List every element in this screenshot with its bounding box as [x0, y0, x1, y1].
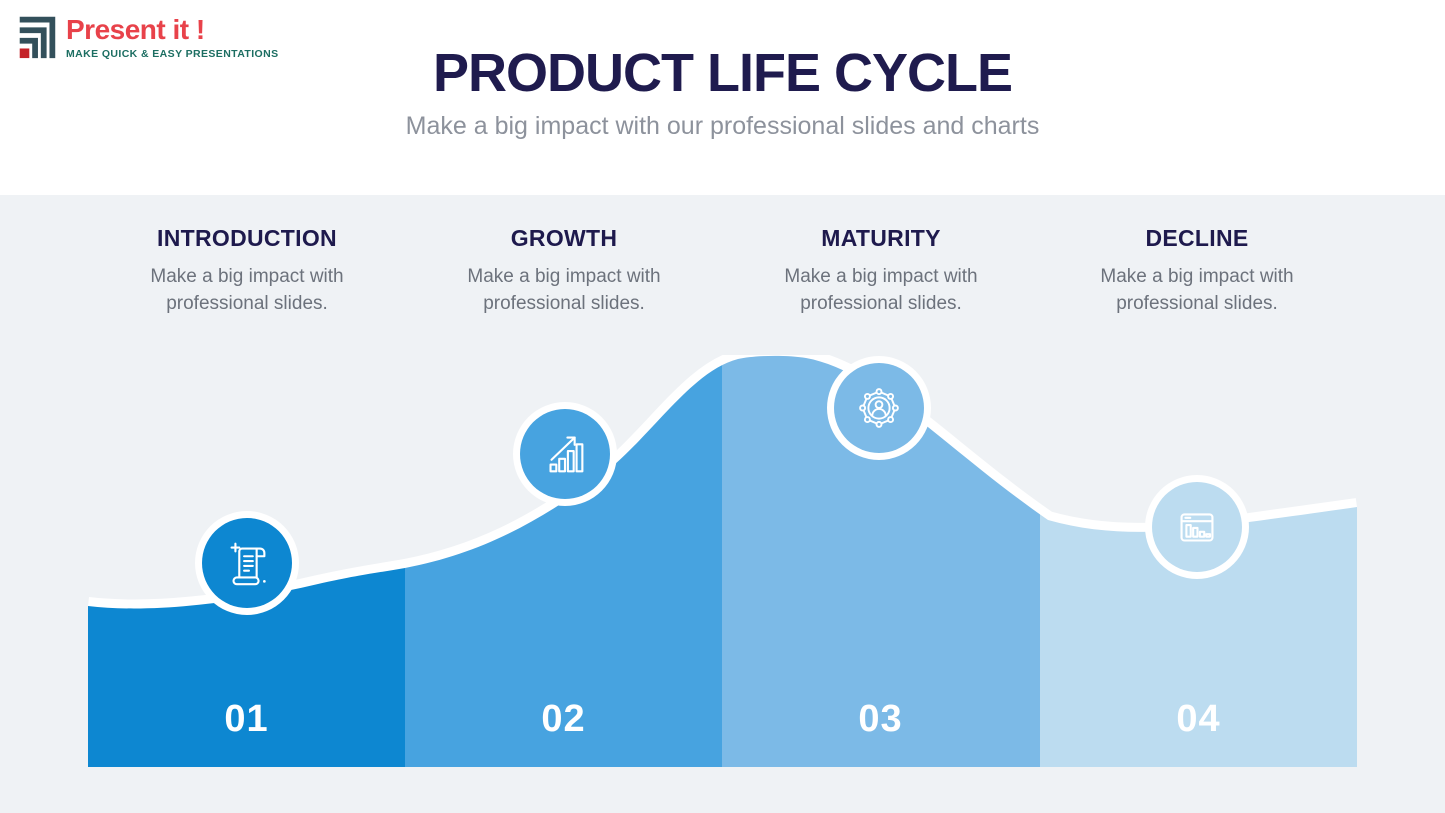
page-subtitle: Make a big impact with our professional …	[405, 112, 1040, 140]
stage-header-introduction: INTRODUCTION Make a big impact with prof…	[87, 225, 407, 318]
logo-tagline: MAKE QUICK & EASY PRESENTATIONS	[66, 48, 279, 60]
stage-number-2: 02	[541, 698, 586, 740]
stage-title: GROWTH	[510, 225, 618, 251]
logo-brand: Present it !	[66, 14, 205, 45]
stage-circle-maturity	[827, 356, 931, 460]
network-user-icon	[859, 388, 899, 428]
stage-circle-introduction	[195, 511, 299, 615]
logo: Present it ! MAKE QUICK & EASY PRESENTAT…	[16, 12, 279, 60]
stage-header-growth: GROWTH Make a big impact with profession…	[404, 225, 724, 318]
stage-title: INTRODUCTION	[157, 225, 337, 251]
declining-bars-window-icon	[1180, 513, 1214, 542]
stage-description: Make a big impact with professional slid…	[1100, 266, 1294, 314]
stage-number-1: 01	[224, 698, 269, 740]
stage-circle-decline	[1145, 475, 1249, 579]
stage-circle-growth	[513, 402, 617, 506]
stage-header-decline: DECLINE Make a big impact with professio…	[1037, 225, 1357, 318]
page-title: PRODUCT LIFE CYCLE	[432, 43, 1013, 103]
stage-description: Make a big impact with professional slid…	[467, 266, 661, 314]
logo-mark-icon	[19, 16, 56, 59]
stage-number-3: 03	[858, 698, 903, 740]
stage-header-maturity: MATURITY Make a big impact with professi…	[721, 225, 1041, 318]
stage-title: DECLINE	[1145, 225, 1249, 251]
stage-title: MATURITY	[821, 225, 941, 251]
scroll-document-icon	[230, 542, 266, 586]
stage-number-4: 04	[1176, 698, 1221, 740]
growth-bars-arrow-icon	[549, 436, 584, 473]
stage-description: Make a big impact with professional slid…	[784, 266, 978, 314]
stage-description: Make a big impact with professional slid…	[150, 266, 344, 314]
